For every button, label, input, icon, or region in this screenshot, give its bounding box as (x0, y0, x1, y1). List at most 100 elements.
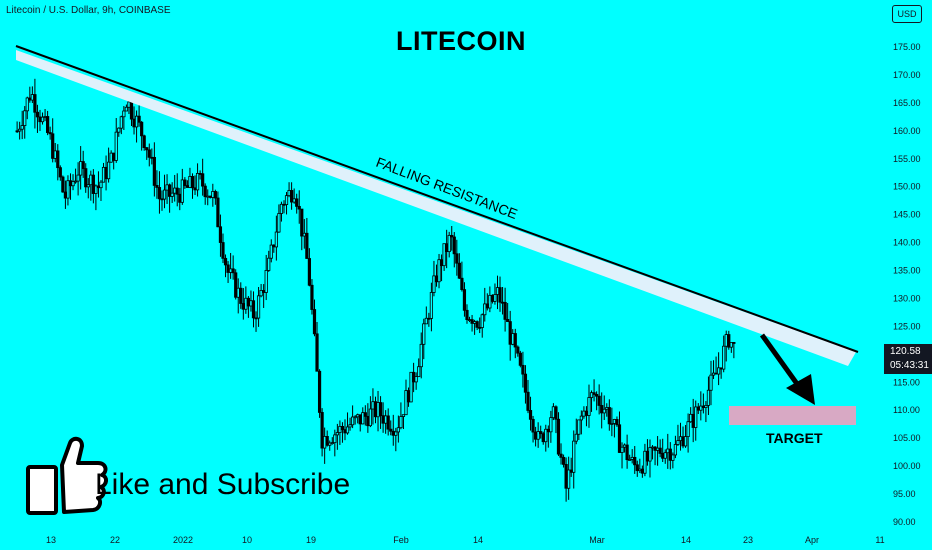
candle-body (602, 408, 606, 414)
candle-body (358, 414, 362, 425)
candle-body (211, 191, 215, 198)
candle-body (183, 179, 187, 186)
candle-body (556, 418, 561, 455)
candle-body (704, 405, 708, 408)
candle-body (727, 334, 731, 348)
candle-body (297, 205, 301, 210)
candle-body (76, 174, 80, 182)
candle-body (584, 410, 589, 416)
candle-body (511, 333, 515, 345)
candle-body (142, 135, 146, 148)
candle-body (681, 436, 685, 447)
candle-body (673, 444, 678, 456)
candle-body (561, 456, 566, 465)
candle-body (53, 150, 57, 159)
candle-body (376, 402, 380, 418)
candle-body (452, 236, 456, 255)
candle-body (101, 166, 106, 183)
y-tick-label: 125.00 (893, 321, 921, 331)
candle-body (417, 366, 421, 378)
candle-body (541, 433, 545, 443)
candle-body (229, 268, 233, 273)
candle-body (244, 297, 248, 310)
candle-body (615, 419, 619, 426)
candle-body (373, 401, 378, 418)
candle-body (226, 264, 230, 273)
x-tick-label: 22 (110, 535, 120, 545)
y-tick-label: 155.00 (893, 154, 921, 164)
candle-body (554, 406, 558, 420)
candle-body (564, 463, 568, 489)
candle-body (490, 294, 495, 302)
candle-body (706, 389, 711, 406)
candle-body (668, 448, 672, 461)
candle-body (536, 431, 540, 440)
candle-body (419, 343, 423, 368)
candle-body (99, 181, 103, 189)
y-tick-label: 160.00 (893, 126, 921, 136)
candle-body (61, 176, 65, 193)
candle-body (638, 468, 642, 472)
candle-body (264, 270, 268, 293)
candle-body (287, 190, 291, 197)
candle-body (429, 292, 434, 319)
candle-body (109, 152, 113, 163)
candle-body (691, 413, 695, 428)
x-tick-label: Feb (393, 535, 409, 545)
candle-body (729, 342, 733, 348)
candle-body (389, 428, 393, 432)
candle-body (493, 294, 497, 302)
candle-body (91, 174, 95, 194)
candle-body (686, 421, 690, 437)
candle-body (295, 198, 299, 207)
candle-body (239, 287, 243, 304)
candle-body (73, 180, 78, 183)
candle-body (284, 195, 289, 205)
candle-body (643, 450, 647, 474)
candle-body (66, 180, 70, 199)
candle-body (587, 397, 591, 416)
candle-body (175, 187, 179, 195)
candle-body (216, 197, 220, 228)
candle-body (445, 243, 449, 253)
candle-body (30, 94, 34, 101)
candle-body (56, 150, 60, 169)
candle-body (343, 429, 347, 434)
candle-body (592, 392, 596, 395)
candle-body (165, 184, 169, 191)
candle-body (201, 173, 205, 187)
candle-body (439, 259, 444, 267)
candle-body (274, 231, 278, 248)
last-price-tag: 120.58 05:43:31 (884, 344, 932, 374)
candle-body (645, 450, 650, 462)
candle-body (193, 187, 197, 191)
candle-body (33, 94, 37, 113)
candle-body (140, 121, 144, 137)
candle-body (269, 244, 273, 259)
candle-body (119, 116, 123, 129)
candle-body (129, 101, 134, 120)
candle-body (38, 116, 42, 123)
y-tick-label: 90.00 (893, 517, 916, 527)
y-tick-label: 115.00 (893, 377, 920, 387)
resistance-band (16, 50, 856, 366)
candle-body (114, 131, 118, 161)
candle-body (404, 390, 408, 416)
candle-body (617, 424, 622, 453)
candlestick-series (15, 78, 736, 502)
candle-body (356, 414, 360, 418)
candle-body (23, 110, 27, 126)
x-tick-label: Apr (805, 535, 819, 545)
candle-body (292, 198, 296, 203)
candle-body (424, 317, 428, 325)
candle-body (653, 446, 657, 451)
candle-body (462, 289, 467, 311)
target-zone (729, 406, 856, 425)
candle-body (485, 303, 489, 309)
currency-button[interactable]: USD (892, 5, 922, 23)
candle-body (213, 191, 217, 199)
candle-body (714, 372, 718, 375)
candle-body (353, 416, 357, 419)
candle-body (302, 232, 306, 237)
